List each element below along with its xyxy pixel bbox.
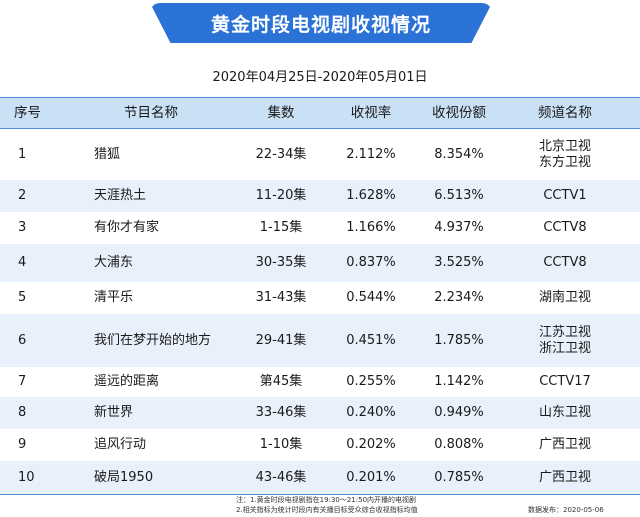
cell-episodes: 43-46集 <box>255 469 307 485</box>
channel-name: 江苏卫视 <box>538 324 591 340</box>
title-banner: 黄金时段电视剧收视情况 <box>150 3 492 43</box>
cell-rank: 3 <box>18 220 27 235</box>
date-range: 2020年04月25日-2020年05月01日 <box>212 70 428 85</box>
footnote-2: 2.相关指标为统计时段内有关播目标受众综合收视指标均值 <box>236 506 418 514</box>
footer-divider <box>0 494 640 495</box>
cell-share: 6.513% <box>434 188 484 203</box>
header-channel: 频道名称 <box>538 105 592 121</box>
channel-name: CCTV8 <box>543 255 587 270</box>
table-row: 2 天涯热土 11-20集 1.628% 6.513% CCTV1 <box>0 180 640 212</box>
cell-share: 0.785% <box>434 469 484 485</box>
cell-rating: 0.240% <box>346 405 396 420</box>
cell-episodes: 22-34集 <box>255 146 307 162</box>
cell-rating: 1.628% <box>346 188 396 203</box>
cell-channel: 广西卫视 <box>506 429 624 461</box>
cell-share: 3.525% <box>434 255 484 270</box>
cell-rank: 2 <box>18 188 27 203</box>
cell-share: 1.142% <box>434 374 484 389</box>
cell-rating: 0.451% <box>346 332 396 348</box>
header-rating: 收视率 <box>350 105 392 121</box>
cell-share: 8.354% <box>434 146 484 162</box>
cell-rank: 6 <box>18 332 27 348</box>
cell-channel: 江苏卫视 浙江卫视 <box>506 314 624 367</box>
cell-name: 有你才有家 <box>94 220 160 235</box>
table-row: 5 清平乐 31-43集 0.544% 2.234% 湖南卫视 <box>0 282 640 314</box>
cell-rank: 5 <box>18 290 27 305</box>
cell-channel: CCTV17 <box>506 367 624 397</box>
cell-name: 我们在梦开始的地方 <box>94 332 212 348</box>
cell-name: 天涯热土 <box>94 188 147 203</box>
channel-name: 山东卫视 <box>538 405 591 420</box>
cell-name: 大浦东 <box>94 255 134 270</box>
cell-name: 破局1950 <box>94 469 154 485</box>
data-release-date: 数据发布：2020-05-06 <box>528 506 604 514</box>
cell-episodes: 1-10集 <box>259 437 303 452</box>
cell-channel: 广西卫视 <box>506 461 624 494</box>
cell-share: 4.937% <box>434 220 484 235</box>
cell-share: 0.808% <box>434 437 484 452</box>
cell-share: 1.785% <box>434 332 484 348</box>
cell-rank: 8 <box>18 405 27 420</box>
table-row: 8 新世界 33-46集 0.240% 0.949% 山东卫视 <box>0 397 640 429</box>
header-share: 收视份额 <box>432 105 486 121</box>
cell-rating: 0.202% <box>346 437 396 452</box>
cell-rank: 7 <box>18 374 27 389</box>
cell-channel: 湖南卫视 <box>506 282 624 314</box>
cell-name: 猎狐 <box>94 146 121 162</box>
header-episodes: 集数 <box>267 105 295 121</box>
channel-name: 北京卫视 <box>538 138 591 154</box>
header-name: 节目名称 <box>124 105 178 121</box>
cell-episodes: 30-35集 <box>255 255 307 270</box>
cell-name: 清平乐 <box>94 290 134 305</box>
cell-rating: 0.544% <box>346 290 396 305</box>
cell-episodes: 1-15集 <box>259 220 303 235</box>
table-row: 9 追风行动 1-10集 0.202% 0.808% 广西卫视 <box>0 429 640 461</box>
cell-episodes: 11-20集 <box>255 188 307 203</box>
channel-name: CCTV1 <box>543 188 587 203</box>
cell-rank: 4 <box>18 255 27 270</box>
cell-channel: 北京卫视 东方卫视 <box>506 129 624 180</box>
cell-rating: 2.112% <box>346 146 396 162</box>
cell-name: 遥远的距离 <box>94 374 160 389</box>
table-row: 10 破局1950 43-46集 0.201% 0.785% 广西卫视 <box>0 461 640 494</box>
table-row: 3 有你才有家 1-15集 1.166% 4.937% CCTV8 <box>0 212 640 244</box>
footnote-1: 注：1.黄金时段电视剧指在19:30～21:50内开播的电视剧 <box>236 496 417 504</box>
cell-rating: 0.255% <box>346 374 396 389</box>
table-row: 1 猎狐 22-34集 2.112% 8.354% 北京卫视 东方卫视 <box>0 129 640 180</box>
cell-share: 0.949% <box>434 405 484 420</box>
cell-channel: CCTV8 <box>506 244 624 282</box>
cell-episodes: 第45集 <box>259 374 303 389</box>
header-rank: 序号 <box>14 105 41 121</box>
cell-rating: 0.837% <box>346 255 396 270</box>
cell-share: 2.234% <box>434 290 484 305</box>
cell-channel: CCTV8 <box>506 212 624 244</box>
channel-name: CCTV8 <box>543 220 587 235</box>
cell-name: 追风行动 <box>94 437 147 452</box>
table-header: 序号 节目名称 集数 收视率 收视份额 频道名称 <box>0 97 640 129</box>
cell-channel: CCTV1 <box>506 180 624 212</box>
cell-rating: 0.201% <box>346 469 396 485</box>
cell-rank: 9 <box>18 437 27 452</box>
channel-name: 浙江卫视 <box>538 340 591 356</box>
channel-name: 广西卫视 <box>538 469 591 485</box>
channel-name: CCTV17 <box>539 374 591 389</box>
cell-rating: 1.166% <box>346 220 396 235</box>
cell-episodes: 31-43集 <box>255 290 307 305</box>
page-title: 黄金时段电视剧收视情况 <box>210 13 431 36</box>
channel-name: 广西卫视 <box>538 437 591 452</box>
footnotes: 注：1.黄金时段电视剧指在19:30～21:50内开播的电视剧 2.相关指标为统… <box>236 495 418 515</box>
cell-rank: 10 <box>18 469 35 485</box>
cell-name: 新世界 <box>94 405 134 420</box>
cell-episodes: 29-41集 <box>255 332 307 348</box>
cell-rank: 1 <box>18 146 27 162</box>
cell-channel: 山东卫视 <box>506 397 624 429</box>
table-row: 7 遥远的距离 第45集 0.255% 1.142% CCTV17 <box>0 367 640 397</box>
table-row: 4 大浦东 30-35集 0.837% 3.525% CCTV8 <box>0 244 640 282</box>
table-row: 6 我们在梦开始的地方 29-41集 0.451% 1.785% 江苏卫视 浙江卫视 <box>0 314 640 367</box>
cell-episodes: 33-46集 <box>255 405 307 420</box>
channel-name: 东方卫视 <box>538 154 591 170</box>
channel-name: 湖南卫视 <box>538 290 591 305</box>
